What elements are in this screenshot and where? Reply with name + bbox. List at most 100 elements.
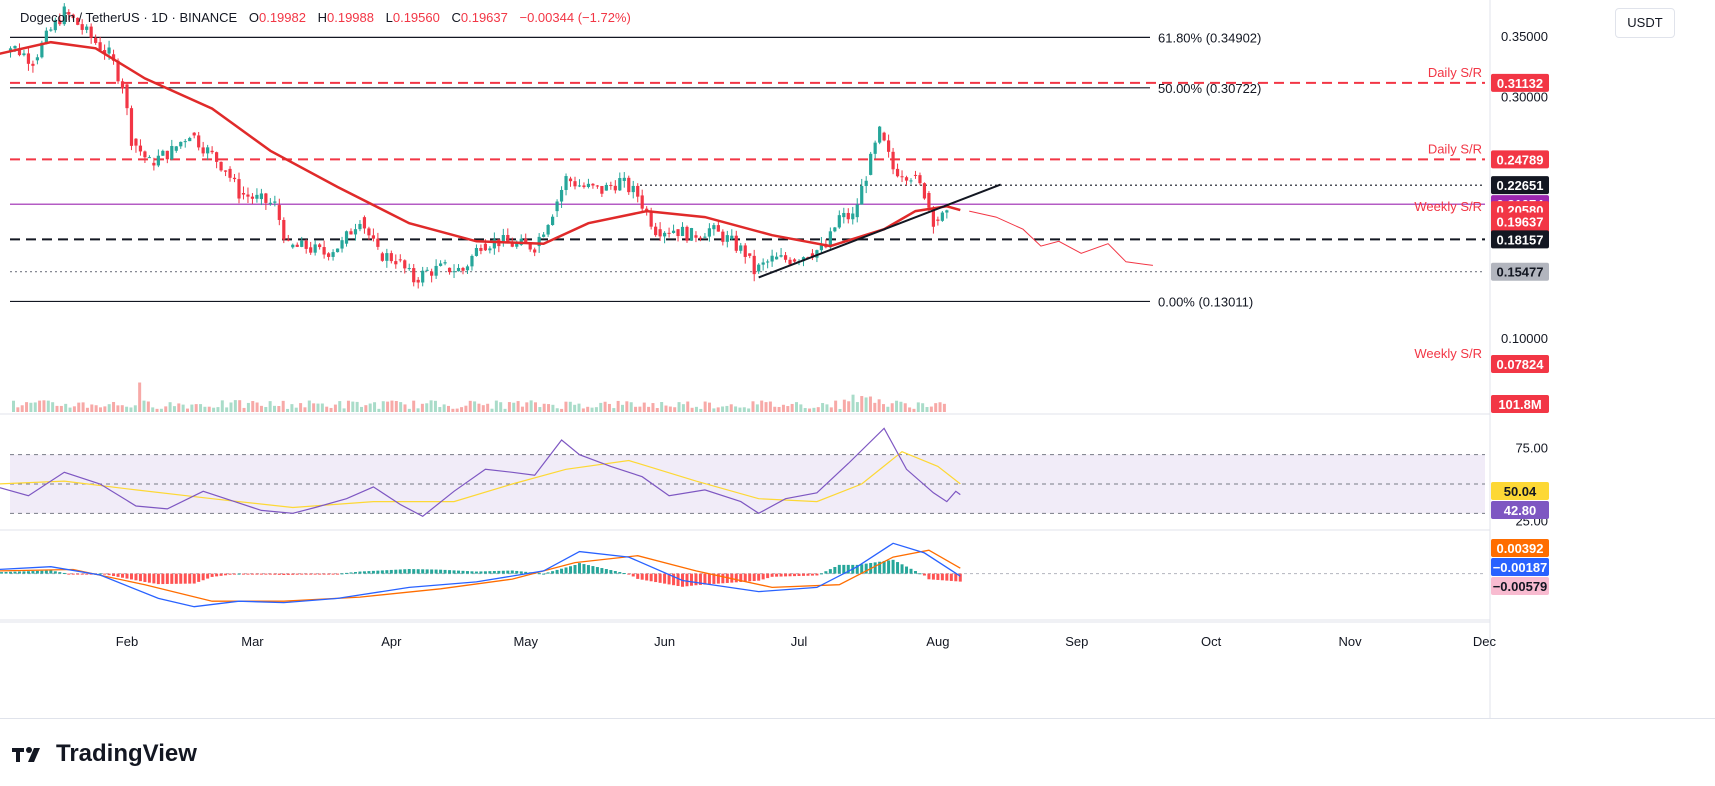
macd-hist-bar (631, 573, 635, 577)
volume-bar (634, 406, 638, 412)
volume-bar (882, 404, 885, 412)
volume-bar (146, 401, 150, 412)
symbol-name[interactable]: Dogecoin / TetherUS · 1D · BINANCE (20, 10, 238, 25)
macd-hist-bar (138, 573, 142, 582)
volume-bar (294, 407, 298, 412)
macd-hist-bar (259, 573, 263, 575)
currency-button[interactable]: USDT (1615, 8, 1675, 38)
macd-hist-bar (246, 573, 250, 575)
rsi-label-bg (1491, 482, 1549, 500)
volume-bar (473, 401, 477, 412)
macd-hist-bar (546, 572, 550, 574)
macd-hist-bar (640, 573, 644, 580)
macd-hist-bar (116, 573, 120, 577)
candle-body (792, 259, 797, 262)
macd-hist-bar (815, 573, 819, 576)
candle-body (376, 238, 380, 247)
time-tick: Jun (654, 634, 675, 649)
time-tick: Jul (791, 634, 808, 649)
macd-hist-bar (931, 573, 935, 580)
candle-body (600, 185, 604, 194)
macd-hist-bar (878, 561, 882, 574)
volume-bar (381, 401, 385, 412)
candle-body (887, 140, 891, 152)
candle-body (31, 63, 35, 66)
candle-body (17, 48, 22, 56)
macd-hist-bar (394, 569, 398, 574)
macd-hist-bar (201, 573, 205, 581)
volume-bar (72, 406, 76, 412)
macd-hist-bar (241, 573, 245, 575)
macd-hist-bar (922, 573, 926, 576)
rsi-ma-line (0, 451, 961, 509)
volume-bar (660, 402, 664, 412)
macd-hist-bar (434, 569, 438, 574)
volume-bar (673, 407, 677, 412)
macd-hist-bar (483, 571, 487, 574)
volume-bar (742, 407, 746, 412)
low-label: L (385, 10, 393, 25)
macd-hist-bar (909, 568, 913, 574)
volume-bar (33, 402, 37, 412)
volume-bar (908, 407, 912, 412)
volume-bar (638, 406, 642, 412)
volume-bar (607, 403, 611, 412)
macd-hist-bar (112, 573, 116, 577)
price-tick: 0.10000 (1501, 331, 1548, 346)
macd-hist-bar (98, 573, 102, 575)
candle-body (524, 238, 528, 243)
macd-hist-bar (551, 571, 555, 574)
candle-body (909, 180, 913, 182)
volume-bar (629, 402, 633, 412)
macd-hist-bar (376, 570, 380, 574)
candle-body (546, 225, 550, 235)
macd-hist-bar (228, 573, 232, 575)
volume-bar (538, 407, 542, 412)
volume-bar (407, 408, 411, 412)
macd-hist-bar (304, 573, 308, 575)
volume-bar (233, 400, 237, 412)
macd-hist-bar (31, 571, 35, 574)
candle-body (380, 253, 384, 261)
candle-body (255, 194, 259, 199)
volume-bar (494, 400, 498, 412)
candle-body (344, 231, 349, 244)
candle-body (80, 24, 84, 30)
macd-hist-bar (801, 573, 805, 576)
candle-body (434, 265, 438, 276)
volume-bar (455, 408, 459, 412)
volume-bar (220, 400, 224, 412)
volume-bar (855, 402, 859, 412)
macd-hist-bar (492, 571, 496, 574)
rsi-tick: 75.00 (1515, 440, 1548, 455)
macd-label: 0.00392 (1497, 541, 1544, 556)
macd-hist-bar (129, 573, 133, 580)
rsi-line (0, 427, 961, 518)
volume-bar (199, 404, 203, 412)
volume-bar (734, 406, 738, 412)
candle-body (264, 193, 268, 203)
volume-bar (821, 403, 825, 412)
macd-hist-bar (340, 573, 344, 575)
volume-bar (799, 404, 803, 412)
macd-hist-bar (309, 573, 313, 575)
macd-hist-bar (125, 573, 129, 579)
volume-bar (616, 400, 620, 412)
candle-body (89, 26, 93, 38)
macd-hist-bar (479, 571, 483, 574)
volume-bar (664, 405, 668, 412)
volume-bar (899, 401, 903, 412)
price-label: 0.15477 (1497, 265, 1544, 280)
tradingview-logo[interactable]: TradingView (12, 740, 197, 768)
volume-bar (568, 401, 572, 412)
candle-body (510, 242, 514, 247)
macd-hist-bar (170, 573, 174, 584)
volume-bar (621, 404, 624, 412)
macd-hist-bar (295, 573, 299, 575)
candle-body (591, 183, 595, 186)
sr-label: Weekly S/R (1414, 199, 1482, 214)
volume-bar (651, 403, 655, 412)
candle-body (734, 235, 738, 251)
volume-bar (760, 400, 764, 412)
